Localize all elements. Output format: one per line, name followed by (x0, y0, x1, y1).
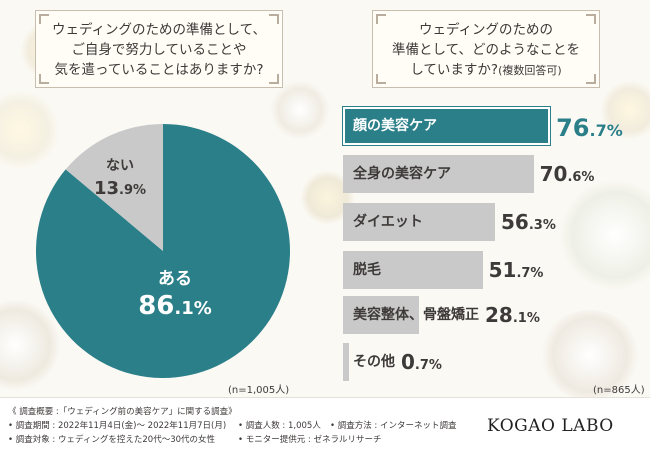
bar-face-care: 顔の美容ケア (341, 106, 552, 146)
question-box-left: ウェディングのための準備として、 ご自身で努力していることや 気を遣っていること… (35, 10, 283, 88)
bar-value-dec: .7% (414, 358, 442, 373)
bar-value: 70.6% (540, 162, 595, 186)
survey-method: • 調査方法 : インターネット調査 (330, 421, 457, 431)
corner-mark (39, 74, 49, 84)
flower-decoration (270, 80, 330, 140)
question-box-right: ウェディングのための 準備として、どのようなことを していますか?(複数回答可) (372, 10, 600, 88)
bar-value-int: 56 (501, 210, 529, 234)
pie-value-no-int: 13 (94, 178, 119, 199)
bar-value-dec: .3% (528, 218, 556, 233)
flower-decoration (600, 80, 650, 140)
pie-label-yes: ある (158, 269, 192, 289)
pie-value-no-dec: .9% (119, 183, 146, 198)
question-line-end: していますか? (410, 62, 499, 78)
corner-mark (376, 74, 386, 84)
bar-label: 顔の美容ケア (353, 118, 437, 134)
bar-value: 51.7% (489, 258, 544, 282)
flower-decoration (560, 180, 650, 290)
bar-pelvic-correction: 美容整体、骨盤矯正 (343, 296, 479, 334)
corner-mark (586, 74, 596, 84)
pie-value-yes: 86.1% (138, 291, 212, 321)
bar-value-dec: .7% (589, 121, 623, 140)
question-line: ウェディングのための (418, 22, 554, 38)
bar-label: ダイエット (353, 214, 423, 230)
bar-value-int: 0 (401, 350, 415, 374)
survey-title: 《 調査概要 :「ウェディング前の美容ケア」に関する調査》 (8, 407, 237, 417)
bar-value-int: 76 (556, 114, 590, 142)
bar-value-dec: .7% (516, 266, 544, 281)
bar-value: 0.7% (401, 350, 442, 374)
pie-value-yes-dec: .1% (174, 298, 211, 319)
bar-label: 美容整体、骨盤矯正 (353, 307, 479, 323)
bar-value: 56.3% (501, 210, 556, 234)
question-left-text: ウェディングのための準備として、 ご自身で努力していることや 気を遣っていること… (36, 20, 282, 80)
bar-label: 脱毛 (353, 262, 381, 278)
corner-mark (269, 74, 279, 84)
flower-decoration (540, 310, 640, 400)
question-line: 気を遣っていることはありますか? (54, 62, 264, 78)
bar-diet: ダイエット (343, 203, 495, 241)
sample-size-right: (n=865人) (593, 385, 645, 396)
question-right-text: ウェディングのための 準備として、どのようなことを していますか?(複数回答可) (373, 20, 599, 81)
pie-slice-no (65, 124, 163, 251)
question-line: ウェディングのための準備として、 (52, 22, 266, 38)
corner-mark (376, 14, 386, 24)
pie-value-yes-int: 86 (138, 291, 174, 321)
brand-logo: KOGAO LABO (487, 416, 614, 436)
bar-value-int: 70 (539, 162, 568, 186)
survey-provider: • モニター提供元 : ゼネラルリサーチ (238, 435, 382, 445)
question-line: 準備として、どのようなことを (392, 42, 580, 58)
survey-period: • 調査期間 : 2022年11月4日(金)～ 2022年11月7日(月) (8, 421, 227, 431)
corner-mark (586, 14, 596, 24)
corner-mark (39, 14, 49, 24)
bar-value-int: 51 (488, 258, 517, 282)
bar-body-care: 全身の美容ケア (343, 155, 534, 193)
bar-value-int: 28 (485, 303, 513, 327)
bar-value-dec: .6% (567, 170, 595, 185)
bar-hair-removal: 脱毛 (343, 251, 483, 289)
bar-label: その他 (353, 354, 395, 370)
bar-label: 全身の美容ケア (353, 166, 451, 182)
question-line: ご自身で努力していることや (71, 42, 247, 58)
bar-other: その他 (343, 343, 395, 381)
survey-footer: 《 調査概要 :「ウェディング前の美容ケア」に関する調査》 • 調査期間 : 2… (0, 397, 650, 450)
pie-chart: ある 86.1% ない 13.9% (36, 124, 291, 378)
question-line: していますか?(複数回答可) (373, 60, 599, 81)
sample-size-left: (n=1,005人) (228, 385, 290, 396)
bar-value: 76.7% (556, 114, 623, 142)
survey-count: • 調査人数 : 1,005人 (238, 421, 321, 431)
corner-mark (269, 14, 279, 24)
survey-target: • 調査対象 : ウェディングを控えた20代～30代の女性 (8, 435, 216, 445)
pie-slice-yes (36, 124, 291, 378)
bar-value: 28.1% (485, 303, 540, 327)
pie-value-no: 13.9% (94, 178, 146, 199)
pie-label-no: ない (106, 158, 134, 174)
bar-value-dec: .1% (512, 311, 540, 326)
question-suffix: (複数回答可) (498, 64, 562, 77)
